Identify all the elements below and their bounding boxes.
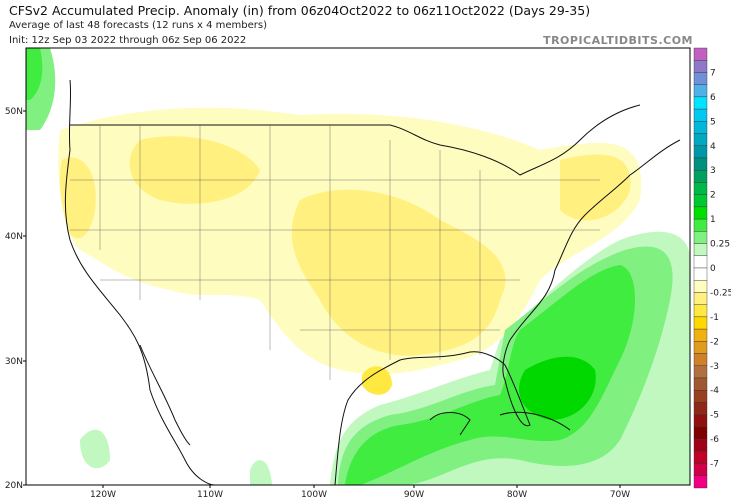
colorbar-label: 6	[710, 93, 716, 103]
colorbar-bin	[693, 170, 708, 183]
colorbar-label: 0	[710, 264, 716, 274]
colorbar-bin	[693, 72, 708, 85]
colorbar-bin	[693, 267, 708, 281]
colorbar-bin	[693, 47, 708, 61]
colorbar-bin	[693, 84, 708, 98]
dry-region-northeast	[560, 154, 631, 221]
lon-label: 100W	[301, 490, 327, 500]
dry-region-central	[291, 189, 506, 356]
lat-label: 20N	[5, 481, 23, 491]
wet-region-nw-core	[26, 48, 43, 100]
colorbar: 7 6 5 4 3 2 1 0.25 0 -0.25 -1 -2 -3 -4 -5 -6 -7	[693, 47, 731, 489]
colorbar-label: -7	[710, 460, 719, 470]
map-frame	[25, 47, 691, 486]
lon-label: 110W	[197, 490, 223, 500]
lat-label: 30N	[5, 357, 23, 367]
colorbar-bin	[693, 353, 708, 366]
colorbar-bin	[693, 365, 708, 379]
colorbar-label: 0.25	[710, 240, 730, 250]
colorbar-bin	[693, 60, 708, 73]
colorbar-label: 7	[710, 68, 716, 78]
colorbar-label: -4	[710, 386, 719, 396]
colorbar-label: 5	[710, 117, 716, 127]
map-subtitle: Average of last 48 forecasts (12 runs x …	[9, 20, 267, 31]
axis-ticks: 50N 40N 30N 20N 120W 110W 100W 90W 80W 70W	[5, 107, 630, 500]
colorbar-bin	[693, 451, 708, 464]
wet-mid-region	[345, 265, 635, 485]
colorbar-bin	[693, 145, 708, 159]
colorbar-bin	[693, 328, 708, 342]
colorbar-bin	[693, 475, 708, 489]
colorbar-label: 2	[710, 191, 716, 201]
colorbar-bin	[693, 402, 708, 415]
colorbar-bin	[693, 292, 708, 305]
colorbar-bin	[693, 194, 708, 208]
colorbar-label: -3	[710, 362, 719, 372]
colorbar-bin	[693, 316, 708, 330]
coastlines	[64, 79, 681, 485]
colorbar-bin	[693, 108, 708, 122]
map-title: CFSv2 Accumulated Precip. Anomaly (in) f…	[9, 3, 591, 18]
colorbar-label: 4	[710, 142, 716, 152]
colorbar-bin	[693, 341, 708, 354]
colorbar-label: 3	[710, 166, 716, 176]
colorbar-label: -6	[710, 435, 719, 445]
colorbar-bin	[693, 390, 708, 403]
colorbar-bin	[693, 157, 708, 171]
dry-region-north	[129, 136, 260, 204]
colorbar-bin	[693, 206, 708, 220]
wet-dark-region	[519, 356, 596, 420]
dry-region-texas	[362, 366, 392, 395]
colorbar-bin	[693, 133, 708, 146]
colorbar-bin	[693, 377, 708, 391]
colorbar-bin	[693, 218, 708, 232]
colorbar-bin	[693, 255, 708, 269]
colorbar-bin	[693, 304, 708, 318]
lat-label: 50N	[5, 107, 23, 117]
lon-label: 90W	[404, 490, 424, 500]
init-text: Init: 12z Sep 03 2022 through 06z Sep 06…	[9, 35, 247, 46]
colorbar-bin	[693, 438, 708, 452]
colorbar-bin	[693, 96, 708, 110]
colorbar-label: 1	[710, 215, 716, 225]
colorbar-bin	[693, 280, 708, 293]
colorbar-bin	[693, 463, 708, 476]
colorbar-bin	[693, 121, 708, 134]
colorbar-bin	[693, 182, 708, 195]
state-borders	[70, 125, 600, 380]
lat-label: 40N	[5, 232, 23, 242]
colorbar-label: -1	[710, 313, 719, 323]
colorbar-bin	[693, 414, 708, 428]
colorbar-label: -0.25	[710, 288, 731, 298]
wet-region-pacific	[80, 429, 110, 469]
lon-label: 70W	[610, 490, 630, 500]
dry-region-west-coast	[60, 157, 96, 239]
lon-label: 80W	[507, 490, 527, 500]
colorbar-label: -5	[710, 411, 719, 421]
colorbar-bin	[693, 426, 708, 440]
wet-region-mexico	[250, 460, 272, 485]
colorbar-bin	[693, 243, 708, 256]
lon-label: 120W	[90, 490, 116, 500]
brand-watermark: TROPICALTIDBITS.COM	[543, 34, 693, 47]
colorbar-label: -2	[710, 337, 719, 347]
colorbar-bin	[693, 231, 708, 244]
